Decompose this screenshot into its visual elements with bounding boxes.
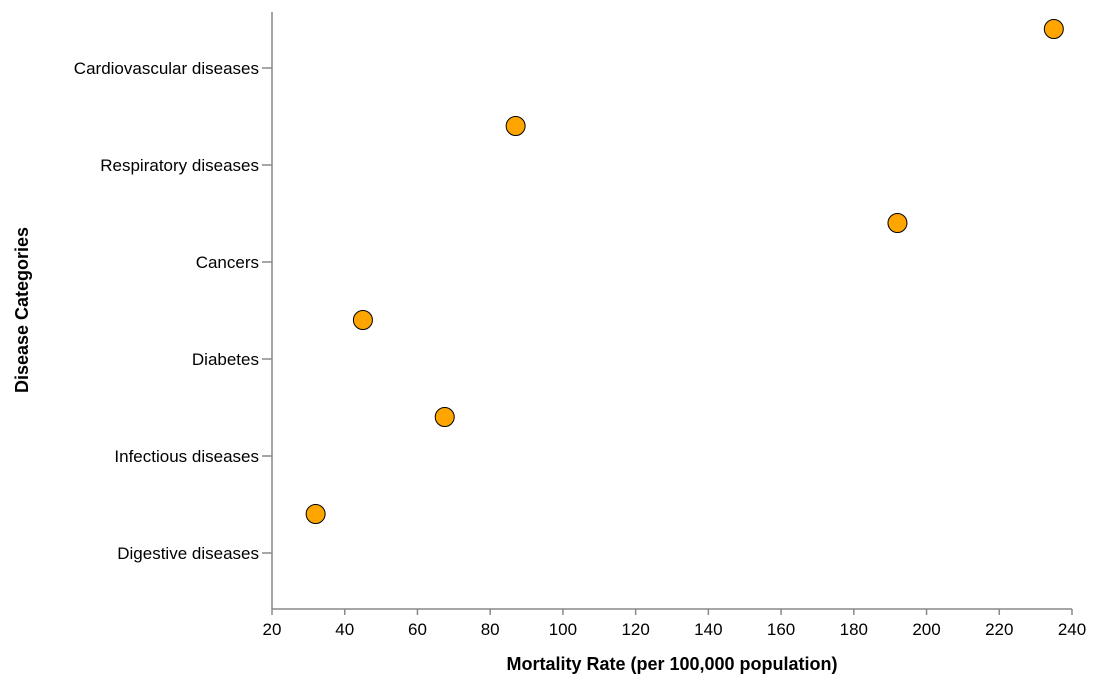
x-tick-label: 20: [263, 620, 282, 639]
x-tick-label: 160: [767, 620, 795, 639]
y-tick-label: Respiratory diseases: [100, 156, 259, 175]
x-tick-label: 60: [408, 620, 427, 639]
y-axis: Cardiovascular diseases Respiratory disea…: [74, 12, 273, 609]
data-points: [305, 19, 1064, 524]
y-axis-title: Disease Categories: [12, 227, 32, 393]
data-point: [352, 310, 373, 330]
y-tick-label: Digestive diseases: [117, 544, 259, 563]
x-axis: 20 40 60 80 100 120 140 160 180 200 220 240: [263, 608, 1086, 639]
data-point: [505, 116, 526, 136]
y-tick-label: Cardiovascular diseases: [74, 59, 259, 78]
x-tick-label: 180: [840, 620, 868, 639]
y-tick-label: Diabetes: [192, 350, 259, 369]
x-tick-label: 240: [1058, 620, 1086, 639]
x-tick-label: 220: [985, 620, 1013, 639]
x-tick-label: 40: [335, 620, 354, 639]
x-tick-label: 80: [481, 620, 500, 639]
data-point: [305, 504, 326, 524]
x-tick-label: 200: [912, 620, 940, 639]
x-tick-label: 120: [621, 620, 649, 639]
x-tick-label: 100: [549, 620, 577, 639]
x-tick-label: 140: [694, 620, 722, 639]
y-tick-label: Cancers: [196, 253, 259, 272]
data-point: [1043, 19, 1064, 39]
y-tick-label: Infectious diseases: [114, 447, 259, 466]
data-point: [434, 407, 455, 427]
data-point: [887, 213, 908, 233]
x-axis-title: Mortality Rate (per 100,000 population): [506, 654, 837, 674]
